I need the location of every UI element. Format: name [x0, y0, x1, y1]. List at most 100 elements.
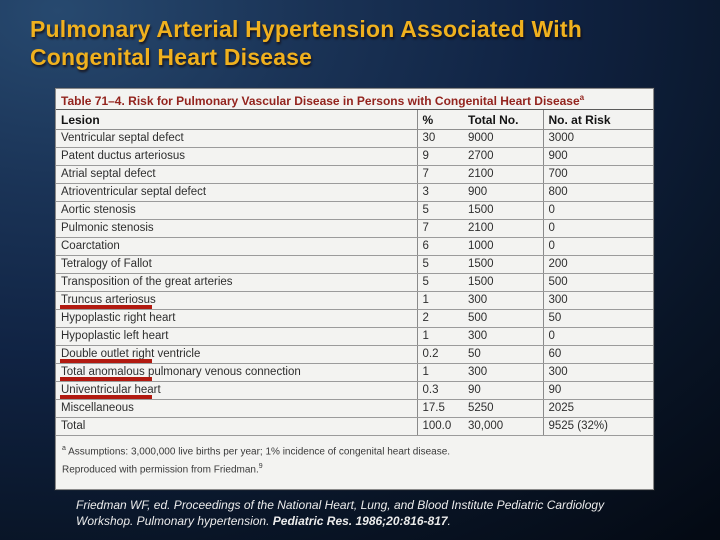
at-risk-cell: 50 — [543, 309, 653, 328]
lesion-cell: Patent ductus arteriosus — [56, 147, 418, 166]
total-cell: 900 — [463, 183, 544, 202]
at-risk-cell: 3000 — [543, 129, 653, 148]
lesion-cell: Double outlet right ventricle — [56, 345, 418, 364]
table-image: Table 71–4. Risk for Pulmonary Vascular … — [55, 88, 654, 490]
total-cell: 5250 — [463, 399, 544, 418]
lesion-cell: Hypoplastic right heart — [56, 309, 418, 328]
percent-cell: 0.2 — [417, 345, 463, 364]
table-row: Ventricular septal defect 30 9000 3000 — [56, 129, 653, 148]
table-caption: Table 71–4. Risk for Pulmonary Vascular … — [56, 89, 653, 110]
percent-cell: 6 — [417, 237, 463, 256]
citation-regular: Friedman WF, ed. Proceedings of the Nati… — [76, 498, 605, 528]
total-cell: 1500 — [463, 255, 544, 274]
citation-suffix: . — [447, 514, 451, 528]
footnote-assumptions-text: Assumptions: 3,000,000 live births per y… — [68, 445, 451, 457]
total-cell: 50 — [463, 345, 544, 364]
percent-cell: 100.0 — [417, 417, 463, 436]
red-underline-annotation — [60, 304, 152, 308]
percent-cell: 30 — [417, 129, 463, 148]
table-row: Transposition of the great arteries 5 1500… — [56, 273, 653, 292]
at-risk-cell: 900 — [543, 147, 653, 166]
percent-cell: 9 — [417, 147, 463, 166]
column-header-percent: % — [417, 110, 463, 130]
total-cell: 300 — [463, 363, 544, 382]
at-risk-cell: 300 — [543, 291, 653, 310]
total-cell: 2100 — [463, 219, 544, 238]
slide-title: Pulmonary Arterial Hypertension Associat… — [30, 15, 700, 71]
at-risk-cell: 700 — [543, 165, 653, 184]
lesion-cell: Univentricular heart — [56, 381, 418, 400]
table-row: Hypoplastic left heart 1 300 0 — [56, 327, 653, 346]
lesion-cell: Atrial septal defect — [56, 165, 418, 184]
table-row: Atrioventricular septal defect 3 900 800 — [56, 183, 653, 202]
at-risk-cell: 2025 — [543, 399, 653, 418]
table-row: Patent ductus arteriosus 9 2700 900 — [56, 147, 653, 166]
percent-cell: 17.5 — [417, 399, 463, 418]
footnote-assumptions: a Assumptions: 3,000,000 live births per… — [62, 441, 647, 459]
lesion-cell: Pulmonic stenosis — [56, 219, 418, 238]
table-row: Truncus arteriosus 1 300 300 — [56, 291, 653, 310]
percent-cell: 1 — [417, 327, 463, 346]
table-row: Atrial septal defect 7 2100 700 — [56, 165, 653, 184]
at-risk-cell: 300 — [543, 363, 653, 382]
footnote-permission-text: Reproduced with permission from Friedman… — [62, 464, 259, 476]
footnote-marker-a: a — [62, 444, 66, 452]
total-cell: 2100 — [463, 165, 544, 184]
column-header-lesion: Lesion — [56, 110, 418, 130]
total-cell: 9000 — [463, 129, 544, 148]
lesion-cell: Total — [56, 417, 418, 436]
percent-cell: 1 — [417, 291, 463, 310]
table-caption-text: Table 71–4. Risk for Pulmonary Vascular … — [61, 94, 580, 108]
percent-cell: 5 — [417, 201, 463, 220]
lesion-cell: Truncus arteriosus — [56, 291, 418, 310]
lesion-cell: Total anomalous pulmonary venous connect… — [56, 363, 418, 382]
percent-cell: 2 — [417, 309, 463, 328]
lesion-cell: Coarctation — [56, 237, 418, 256]
total-cell: 1500 — [463, 273, 544, 292]
total-cell: 300 — [463, 291, 544, 310]
at-risk-cell: 0 — [543, 219, 653, 238]
lesion-cell: Aortic stenosis — [56, 201, 418, 220]
red-underline-annotation — [60, 394, 152, 398]
lesion-cell: Miscellaneous — [56, 399, 418, 418]
percent-cell: 0.3 — [417, 381, 463, 400]
percent-cell: 1 — [417, 363, 463, 382]
table-footnotes: a Assumptions: 3,000,000 live births per… — [56, 436, 653, 478]
column-header-total: Total No. — [463, 110, 544, 130]
footnote-marker-9: 9 — [258, 462, 263, 470]
lesion-cell: Transposition of the great arteries — [56, 273, 418, 292]
citation-journal-bold: Pediatric Res. 1986;20:816-817 — [272, 514, 448, 528]
total-cell: 500 — [463, 309, 544, 328]
total-cell: 2700 — [463, 147, 544, 166]
column-header-at-risk: No. at Risk — [543, 110, 653, 130]
table-caption-superscript: a — [579, 93, 585, 102]
red-underline-annotation — [60, 358, 152, 362]
red-underline-annotation — [60, 376, 152, 380]
table-row: Hypoplastic right heart 2 500 50 — [56, 309, 653, 328]
at-risk-cell: 9525 (32%) — [543, 417, 653, 436]
slide-title-line1: Pulmonary Arterial Hypertension Associat… — [30, 16, 582, 42]
at-risk-cell: 800 — [543, 183, 653, 202]
table-row: Univentricular heart 0.3 90 90 — [56, 381, 653, 400]
percent-cell: 5 — [417, 255, 463, 274]
lesion-cell: Atrioventricular septal defect — [56, 183, 418, 202]
at-risk-cell: 60 — [543, 345, 653, 364]
footnote-permission: Reproduced with permission from Friedman… — [62, 459, 647, 477]
table-row: Pulmonic stenosis 7 2100 0 — [56, 219, 653, 238]
table-row: Total anomalous pulmonary venous connect… — [56, 363, 653, 382]
risk-table: Lesion % Total No. No. at Risk Ventricul… — [56, 110, 653, 436]
total-cell: 30,000 — [463, 417, 544, 436]
at-risk-cell: 200 — [543, 255, 653, 274]
total-cell: 1000 — [463, 237, 544, 256]
at-risk-cell: 0 — [543, 201, 653, 220]
lesion-cell: Tetralogy of Fallot — [56, 255, 418, 274]
lesion-cell: Ventricular septal defect — [56, 129, 418, 148]
table-row: Miscellaneous 17.5 5250 2025 — [56, 399, 653, 418]
table-row: Tetralogy of Fallot 5 1500 200 — [56, 255, 653, 274]
table-body: Ventricular septal defect 30 9000 3000 Paten… — [56, 129, 653, 436]
total-cell: 300 — [463, 327, 544, 346]
table-header-row: Lesion % Total No. No. at Risk — [56, 110, 653, 130]
lesion-cell: Hypoplastic left heart — [56, 327, 418, 346]
slide-title-line2: Congenital Heart Disease — [30, 44, 313, 70]
